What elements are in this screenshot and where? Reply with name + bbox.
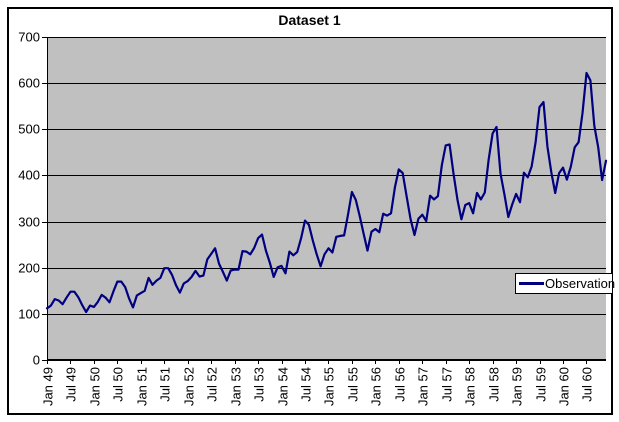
x-tick-label: Jul 51 bbox=[158, 367, 173, 402]
x-tick-label: Jul 54 bbox=[299, 367, 314, 402]
x-tick-label: Jul 49 bbox=[64, 367, 79, 402]
x-tick-label: Jul 58 bbox=[487, 367, 502, 402]
x-tick-label: Jan 59 bbox=[510, 367, 525, 406]
x-tick-label: Jul 60 bbox=[580, 367, 595, 402]
x-tick-label: Jul 50 bbox=[111, 367, 126, 402]
legend-line-icon bbox=[519, 282, 544, 285]
y-tick-label: 100 bbox=[18, 307, 40, 322]
chart-title: Dataset 1 bbox=[278, 12, 341, 28]
plot-area bbox=[47, 37, 606, 360]
y-tick-label: 0 bbox=[33, 353, 40, 368]
x-tick-label: Jan 54 bbox=[276, 367, 291, 406]
x-tick-label: Jan 56 bbox=[369, 367, 384, 406]
x-tick-label: Jul 56 bbox=[393, 367, 408, 402]
x-tick-label: Jan 60 bbox=[557, 367, 572, 406]
y-tick-label: 700 bbox=[18, 30, 40, 45]
legend-label: Observation bbox=[545, 276, 616, 291]
x-tick-label: Jul 57 bbox=[440, 367, 455, 402]
y-tick-label: 500 bbox=[18, 122, 40, 137]
x-tick-label: Jan 50 bbox=[88, 367, 103, 406]
series-line-observation bbox=[45, 71, 608, 314]
x-tick-label: Jan 49 bbox=[41, 367, 56, 406]
legend: Observation bbox=[515, 273, 616, 294]
y-tick-label: 300 bbox=[18, 215, 40, 230]
x-tick-label: Jan 57 bbox=[416, 367, 431, 406]
x-tick-label: Jan 55 bbox=[322, 367, 337, 406]
x-tick-label: Jul 52 bbox=[205, 367, 220, 402]
x-tick-label: Jan 52 bbox=[182, 367, 197, 406]
y-tick-label: 200 bbox=[18, 261, 40, 276]
y-tick-label: 600 bbox=[18, 76, 40, 91]
x-tick-label: Jul 55 bbox=[346, 367, 361, 402]
x-tick-label: Jan 51 bbox=[135, 367, 150, 406]
x-tick-label: Jan 53 bbox=[229, 367, 244, 406]
x-tick-label: Jul 53 bbox=[252, 367, 267, 402]
x-tick-label: Jan 58 bbox=[463, 367, 478, 406]
x-tick-label: Jul 59 bbox=[534, 367, 549, 402]
y-tick-label: 400 bbox=[18, 168, 40, 183]
